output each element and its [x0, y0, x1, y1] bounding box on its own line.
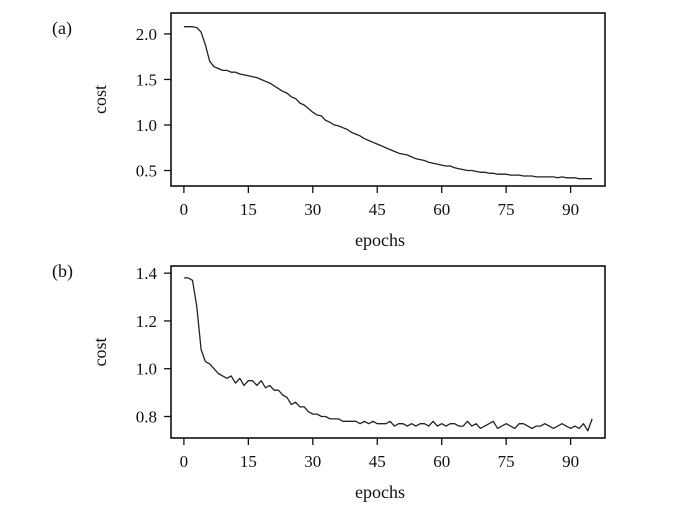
x-tick-label: 90	[562, 452, 579, 471]
y-axis-title: cost	[90, 338, 110, 367]
series-line	[183, 26, 593, 180]
y-tick-label: 2.0	[136, 25, 157, 44]
x-tick-label: 15	[240, 200, 257, 219]
y-tick-label: 0.8	[136, 408, 157, 427]
x-tick-label: 15	[240, 452, 257, 471]
x-tick-label: 90	[562, 200, 579, 219]
x-tick-label: 60	[433, 452, 450, 471]
plot-frame	[170, 265, 606, 439]
y-tick-label: 0.5	[136, 162, 157, 181]
plot-frame	[170, 12, 606, 187]
y-tick-label: 1.2	[136, 312, 157, 331]
x-tick-label: 45	[369, 452, 386, 471]
y-tick-label: 1.0	[136, 360, 157, 379]
panel-label: (b)	[52, 261, 73, 282]
x-tick-label: 60	[433, 200, 450, 219]
panel-label: (a)	[52, 18, 72, 39]
panel-a: 0 15 30 45 60 75 90 0.5 1.0 1.5 2.0 epochs cost (a)	[52, 12, 606, 250]
y-tick-label: 1.5	[136, 70, 157, 89]
x-axis-title: epochs	[355, 230, 405, 250]
x-tick-label: 45	[369, 200, 386, 219]
x-tick-label: 0	[180, 452, 189, 471]
y-tick-label: 1.4	[136, 264, 158, 283]
y-tick-label: 1.0	[136, 116, 157, 135]
panel-b: 0 15 30 45 60 75 90 0.8 1.0 1.2 1.4 epochs cost (b)	[52, 261, 606, 502]
x-tick-label: 0	[180, 200, 189, 219]
y-axis-title: cost	[90, 85, 110, 114]
x-tick-label: 75	[498, 452, 515, 471]
series-line	[183, 277, 593, 432]
x-tick-label: 75	[498, 200, 515, 219]
x-axis-title: epochs	[355, 482, 405, 502]
x-tick-label: 30	[304, 200, 321, 219]
x-tick-label: 30	[304, 452, 321, 471]
